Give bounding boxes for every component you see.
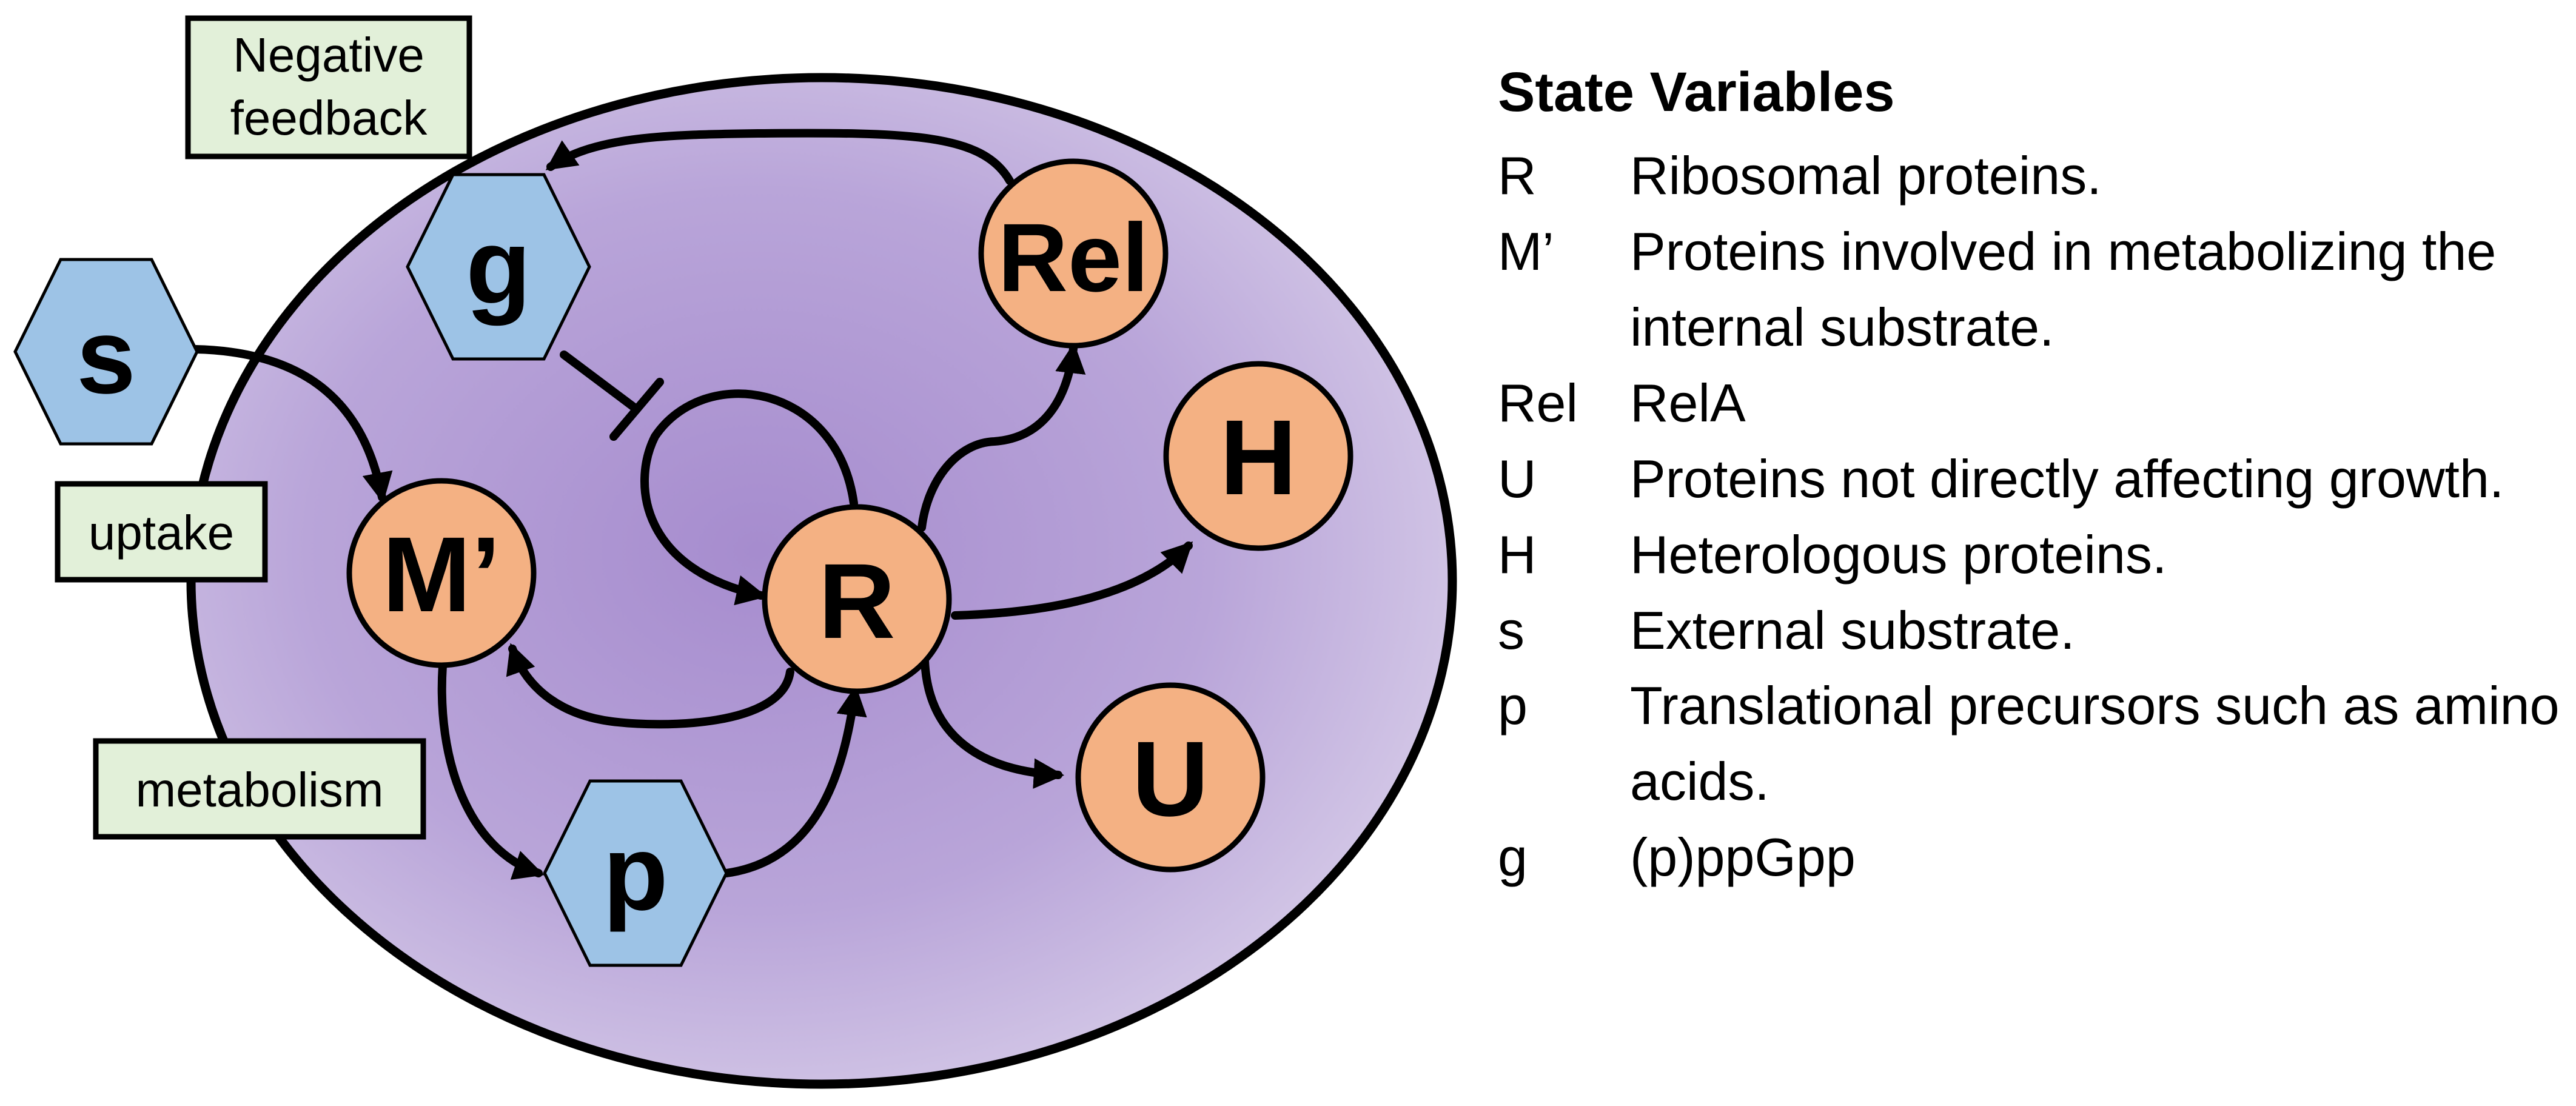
legend-description: RelA bbox=[1630, 372, 1746, 433]
legend-row: p Translational precursors such as amino… bbox=[1498, 668, 2565, 820]
legend-symbol: H bbox=[1498, 524, 1537, 585]
legend-description: Ribosomal proteins. bbox=[1630, 145, 2102, 206]
legend-symbol: U bbox=[1498, 448, 1537, 509]
legend-row: H Heterologous proteins. bbox=[1498, 517, 2565, 593]
edge-r-to-h bbox=[951, 541, 1193, 620]
node-h: H bbox=[1163, 361, 1353, 551]
edge-g-inhibits-r bbox=[560, 350, 641, 414]
legend-description: Proteins not directly affecting growth. bbox=[1630, 448, 2504, 509]
uptake-label: uptake bbox=[89, 506, 234, 560]
inhibition-bar bbox=[609, 378, 664, 441]
legend-title: State Variables bbox=[1498, 61, 1895, 123]
node-mprime: M’ bbox=[346, 478, 537, 668]
node-rel: Rel bbox=[978, 158, 1169, 349]
edge-p-to-r bbox=[722, 685, 867, 877]
edge-r-to-u bbox=[921, 657, 1065, 789]
node-p: p bbox=[543, 779, 728, 967]
legend-description: External substrate. bbox=[1630, 600, 2075, 660]
legend-symbol: g bbox=[1498, 827, 1528, 888]
negative-feedback-label-line2: feedback bbox=[230, 91, 428, 145]
legend-symbol: R bbox=[1498, 145, 1537, 206]
legend-symbol: M’ bbox=[1498, 221, 1554, 281]
legend-symbol: Rel bbox=[1498, 372, 1578, 433]
legend-description: Translational precursors such as amino a… bbox=[1630, 675, 2560, 812]
node-r: R bbox=[762, 504, 952, 694]
node-mprime-label: M’ bbox=[382, 515, 501, 634]
node-s-label: s bbox=[76, 297, 136, 416]
legend-row: M’ Proteins involved in metabolizing the… bbox=[1498, 214, 2565, 366]
state-variables-legend: State Variables R Ribosomal proteins. M’… bbox=[1498, 61, 2565, 896]
edge-r-to-mprime bbox=[506, 643, 794, 729]
legend-row: R Ribosomal proteins. bbox=[1498, 138, 2565, 214]
negative-feedback-tag: Negative feedback bbox=[185, 15, 472, 159]
node-g-label: g bbox=[466, 207, 531, 326]
node-u-label: U bbox=[1132, 720, 1209, 839]
node-s: s bbox=[13, 258, 199, 446]
legend-description: (p)ppGpp bbox=[1630, 827, 1856, 888]
legend-row: U Proteins not directly affecting growth… bbox=[1498, 441, 2565, 517]
edge-rel-to-g bbox=[545, 129, 1014, 185]
uptake-tag: uptake bbox=[55, 481, 268, 583]
node-h-label: H bbox=[1219, 398, 1296, 517]
node-p-label: p bbox=[603, 814, 668, 933]
legend-description: Proteins involved in metabolizing the in… bbox=[1630, 221, 2497, 357]
node-g: g bbox=[406, 173, 591, 361]
node-rel-label: Rel bbox=[998, 203, 1149, 312]
legend-row: s External substrate. bbox=[1498, 593, 2565, 669]
legend-row: Rel RelA bbox=[1498, 366, 2565, 441]
legend-row: g (p)ppGpp bbox=[1498, 820, 2565, 896]
metabolism-label: metabolism bbox=[135, 763, 383, 817]
node-u: U bbox=[1075, 682, 1266, 873]
negative-feedback-label-line1: Negative bbox=[233, 28, 424, 82]
legend-description: Heterologous proteins. bbox=[1630, 524, 2167, 585]
edge-r-self-loop bbox=[640, 389, 858, 606]
legend-symbol: p bbox=[1498, 675, 1528, 736]
edge-r-to-rel bbox=[917, 342, 1086, 532]
legend-symbol: s bbox=[1498, 600, 1524, 660]
metabolism-tag: metabolism bbox=[93, 738, 426, 840]
edge-s-to-mprime bbox=[191, 345, 393, 503]
node-r-label: R bbox=[818, 542, 895, 661]
edge-mprime-to-p bbox=[437, 662, 545, 880]
